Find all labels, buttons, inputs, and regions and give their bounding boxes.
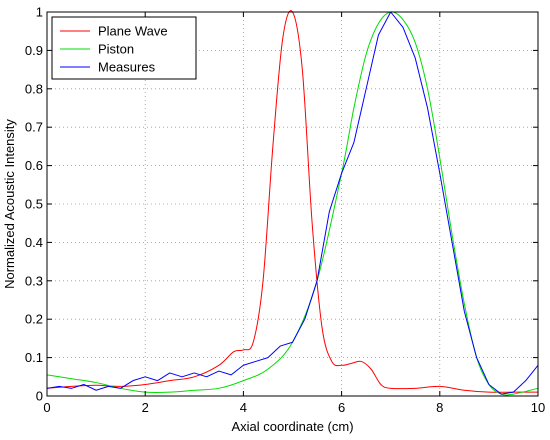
- legend-label: Piston: [98, 42, 134, 57]
- x-tick-label: 6: [338, 400, 345, 415]
- x-tick-label: 2: [142, 400, 149, 415]
- series-line-measures: [46, 11, 539, 395]
- axis-ticks: [46, 11, 539, 397]
- x-tick-label: 4: [240, 400, 247, 415]
- legend: Plane Wave Piston Measures: [51, 16, 197, 80]
- series-line-piston: [46, 11, 539, 396]
- y-tick-label: 1: [36, 5, 43, 20]
- y-tick-label: 0.3: [25, 273, 43, 288]
- x-tick-label: 10: [531, 400, 545, 415]
- x-tick-label: 8: [436, 400, 443, 415]
- x-axis-label: Axial coordinate (cm): [231, 419, 353, 434]
- series-lines: [46, 10, 539, 396]
- y-tick-label: 0.1: [25, 350, 43, 365]
- y-tick-label: 0.8: [25, 81, 43, 96]
- x-tick-label: 0: [43, 400, 50, 415]
- grid: [47, 12, 538, 396]
- y-tick-label: 0.5: [25, 197, 43, 212]
- legend-box: [51, 16, 197, 80]
- axis-tick-labels: 0 2 4 6 8 10 0 0.1 0.2 0.3 0.4 0.5 0.6 0.7 0.8 0.9 1: [25, 5, 545, 416]
- series-line-plane-wave: [46, 10, 538, 393]
- legend-label: Plane Wave: [98, 24, 168, 39]
- y-tick-label: 0.9: [25, 43, 43, 58]
- y-tick-label: 0: [36, 389, 43, 404]
- y-axis-label: Normalized Acoustic Intensity: [2, 119, 17, 289]
- y-tick-label: 0.6: [25, 158, 43, 173]
- y-tick-label: 0.4: [25, 235, 43, 250]
- legend-label: Measures: [98, 60, 156, 75]
- y-tick-label: 0.7: [25, 120, 43, 135]
- y-tick-label: 0.2: [25, 312, 43, 327]
